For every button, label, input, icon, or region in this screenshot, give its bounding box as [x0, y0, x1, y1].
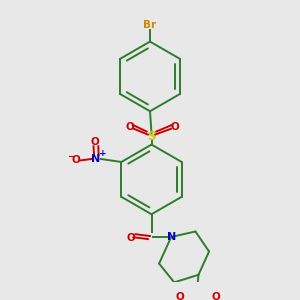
Text: Br: Br	[143, 20, 157, 30]
Text: O: O	[171, 122, 179, 132]
Text: N: N	[167, 232, 176, 242]
Text: O: O	[211, 292, 220, 300]
Text: O: O	[175, 292, 184, 300]
Text: O: O	[71, 155, 80, 166]
Text: N: N	[91, 154, 100, 164]
Text: −: −	[67, 152, 74, 161]
Text: O: O	[125, 122, 134, 132]
Text: +: +	[99, 149, 107, 158]
Text: O: O	[127, 233, 135, 243]
Text: O: O	[91, 137, 100, 147]
Text: S: S	[147, 130, 156, 143]
